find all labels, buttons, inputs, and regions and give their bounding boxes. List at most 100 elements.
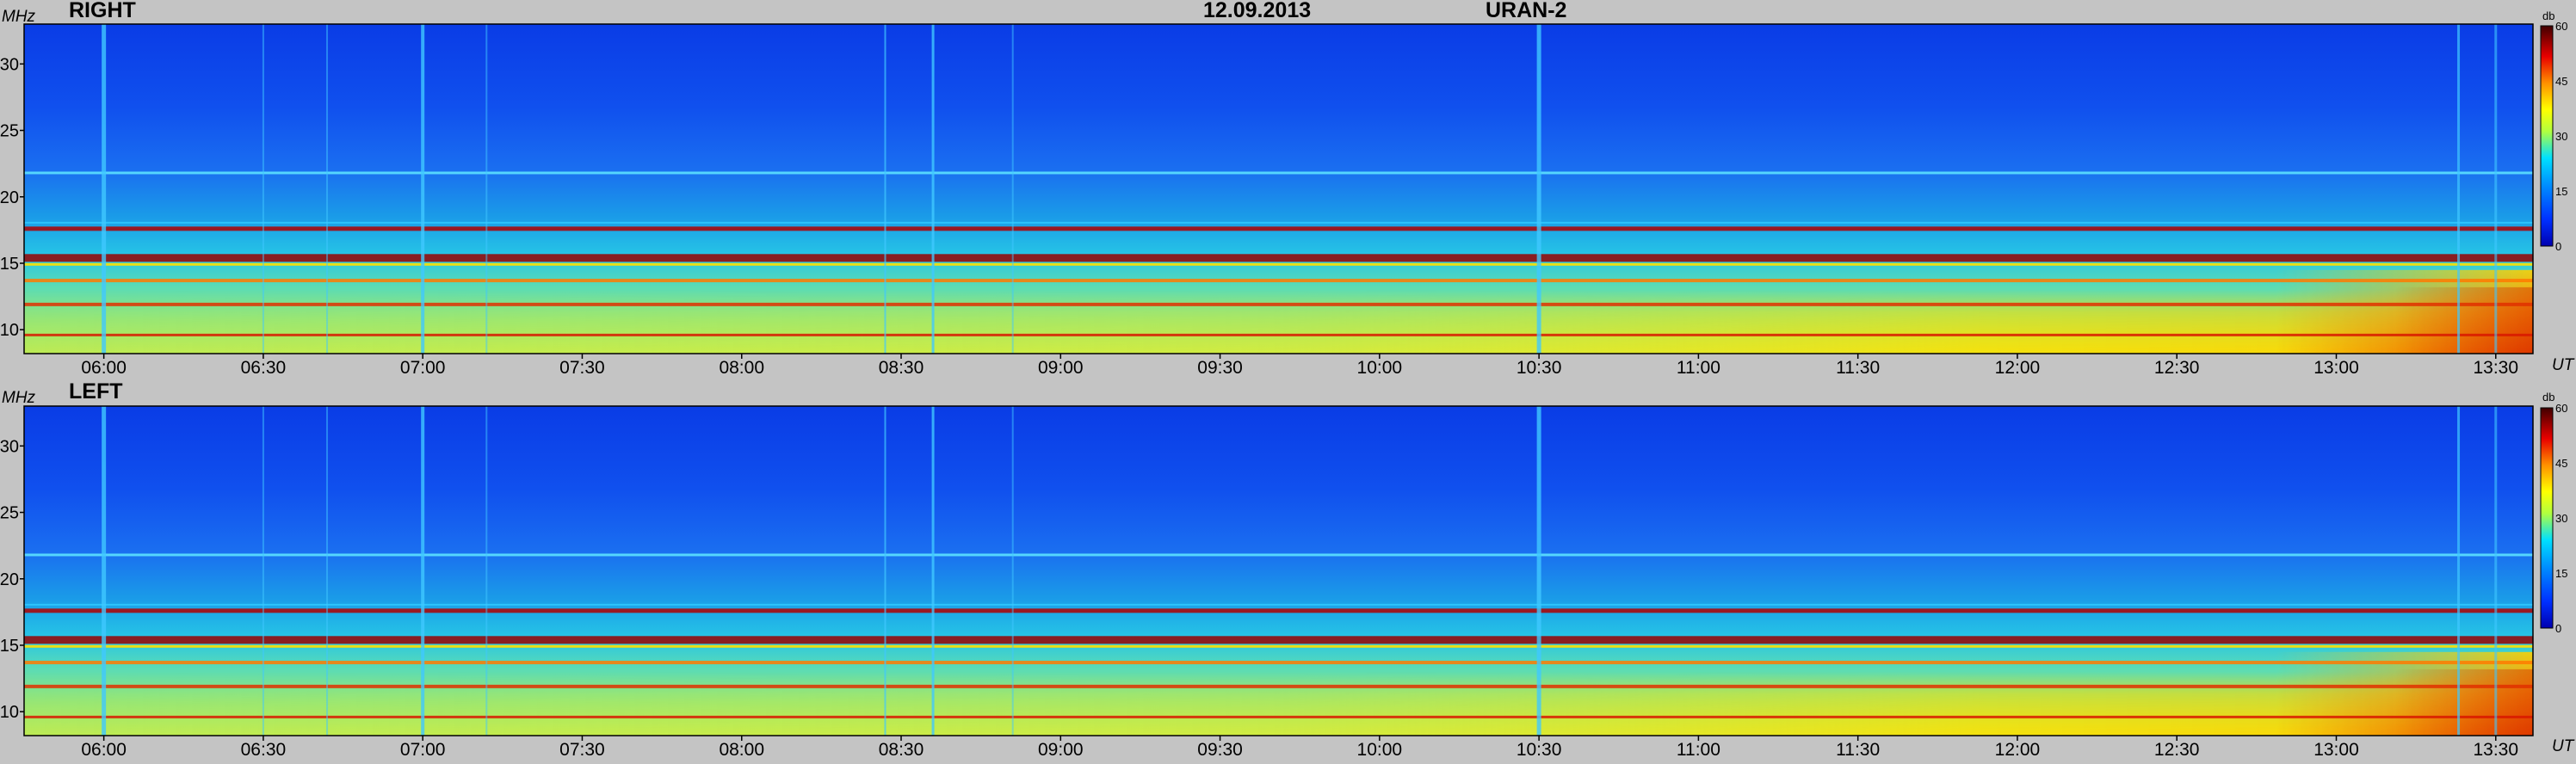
broadband-spike (931, 24, 935, 354)
broadband-spike (1536, 24, 1541, 354)
colorbar-tick-label: 30 (2555, 512, 2567, 525)
y-tick-label: 20 (0, 570, 19, 589)
x-tick-label: 11:30 (1836, 358, 1880, 378)
y-tick-label: 10 (0, 321, 19, 340)
y-unit-label: MHz (2, 389, 36, 407)
date-label: 12.09.2013 (1203, 0, 1312, 22)
x-tick-label: 06:00 (81, 740, 127, 760)
colorbar-tick-label: 60 (2555, 402, 2567, 415)
broadband-spike (102, 24, 107, 354)
interference-band (24, 221, 2533, 224)
broadband-spike (102, 406, 107, 736)
x-tick-label: 11:00 (1677, 358, 1720, 378)
broadband-spike (485, 24, 488, 354)
x-tick-label: 07:00 (400, 358, 446, 378)
broadband-spike (326, 406, 329, 736)
x-tick-label: 06:30 (241, 740, 287, 760)
x-tick-label: 07:30 (559, 740, 605, 760)
x-tick-label: 12:30 (2154, 358, 2200, 378)
instrument-label: URAN-2 (1486, 0, 1567, 22)
interference-band (24, 608, 2533, 613)
broadband-spike (2494, 406, 2498, 736)
x-tick-label: 12:00 (1995, 358, 2041, 378)
x-tick-label: 08:30 (879, 358, 924, 378)
panel-label-left: LEFT (69, 379, 123, 404)
x-unit-label: UT (2552, 737, 2574, 755)
y-tick-label: 15 (0, 637, 19, 656)
interference-band (24, 279, 2533, 283)
x-tick-label: 13:00 (2313, 740, 2359, 760)
x-tick-label: 07:00 (400, 740, 446, 760)
broadband-spike (2494, 24, 2498, 354)
colorbar-unit-label: db (2542, 9, 2555, 22)
x-tick-label: 08:00 (719, 740, 764, 760)
broadband-spike (326, 24, 329, 354)
x-tick-label: 13:30 (2473, 358, 2518, 378)
broadband-spike (421, 24, 425, 354)
broadband-spike (421, 406, 425, 736)
x-tick-label: 12:00 (1995, 740, 2041, 760)
x-tick-label: 09:30 (1197, 740, 1243, 760)
colorbar-tick-label: 15 (2555, 567, 2567, 580)
colorbar-tick-label: 45 (2555, 75, 2567, 88)
colorbar-tick-label: 30 (2555, 130, 2567, 143)
interference-band (24, 262, 2533, 266)
x-tick-label: 08:30 (879, 740, 924, 760)
plot-frame (23, 405, 2534, 736)
broadband-spike (884, 24, 886, 354)
broadband-spike (1536, 406, 1541, 736)
spectrogram-panel-right: 10 15 20 25 30 06:00 06:30 07:00 07:30 08:00 08:30… (0, 20, 2567, 378)
x-tick-label: 12:30 (2154, 740, 2200, 760)
broadband-spike (262, 24, 264, 354)
x-tick-label: 10:30 (1517, 740, 1562, 760)
strong-emission-region (2017, 269, 2533, 354)
y-unit-label: MHz (2, 8, 36, 26)
x-tick-label: 06:30 (241, 358, 287, 378)
colorbar-tick-label: 45 (2555, 457, 2567, 470)
y-tick-label: 30 (0, 437, 19, 456)
y-tick-label: 25 (0, 122, 19, 141)
interference-band (24, 333, 2533, 336)
broadband-spike (931, 406, 935, 736)
colorbar (2540, 407, 2554, 629)
strong-emission-core (2256, 668, 2533, 736)
x-tick-label: 09:00 (1038, 358, 1084, 378)
x-unit-label: UT (2552, 356, 2574, 374)
interference-band (24, 603, 2533, 606)
spectrogram-panel-left: 10 15 20 25 30 06:00 06:30 07:00 07:30 08:00 08:30… (0, 402, 2567, 760)
y-tick-label: 25 (0, 504, 19, 523)
x-tick-label: 09:00 (1038, 740, 1084, 760)
strong-emission-core (2256, 286, 2533, 354)
colorbar-tick-label: 60 (2555, 20, 2567, 33)
colorbar-tick-label: 0 (2555, 240, 2561, 253)
panel-label-right: RIGHT (69, 0, 136, 22)
interference-band (24, 715, 2533, 718)
plot-frame (23, 23, 2534, 354)
x-tick-label: 10:30 (1517, 358, 1562, 378)
colorbar-tick-label: 15 (2555, 185, 2567, 198)
broadband-spike (1011, 406, 1014, 736)
interference-band (24, 636, 2533, 644)
colorbar-unit-label: db (2542, 391, 2555, 404)
x-tick-label: 11:00 (1677, 740, 1720, 760)
interference-band (24, 553, 2533, 557)
x-tick-label: 10:00 (1357, 358, 1403, 378)
interference-band (24, 684, 2533, 688)
x-tick-label: 13:00 (2313, 358, 2359, 378)
x-tick-label: 09:30 (1197, 358, 1243, 378)
interference-band (24, 302, 2533, 306)
y-tick-label: 30 (0, 55, 19, 74)
interference-band (24, 644, 2533, 648)
y-tick-label: 20 (0, 188, 19, 207)
interference-band (24, 171, 2533, 175)
x-tick-label: 10:00 (1357, 740, 1403, 760)
x-tick-label: 06:00 (81, 358, 127, 378)
colorbar (2540, 25, 2554, 247)
x-tick-label: 13:30 (2473, 740, 2518, 760)
interference-band (24, 226, 2533, 231)
broadband-spike (485, 406, 488, 736)
broadband-spike (2457, 406, 2461, 736)
x-tick-label: 08:00 (719, 358, 764, 378)
broadband-spike (262, 406, 264, 736)
